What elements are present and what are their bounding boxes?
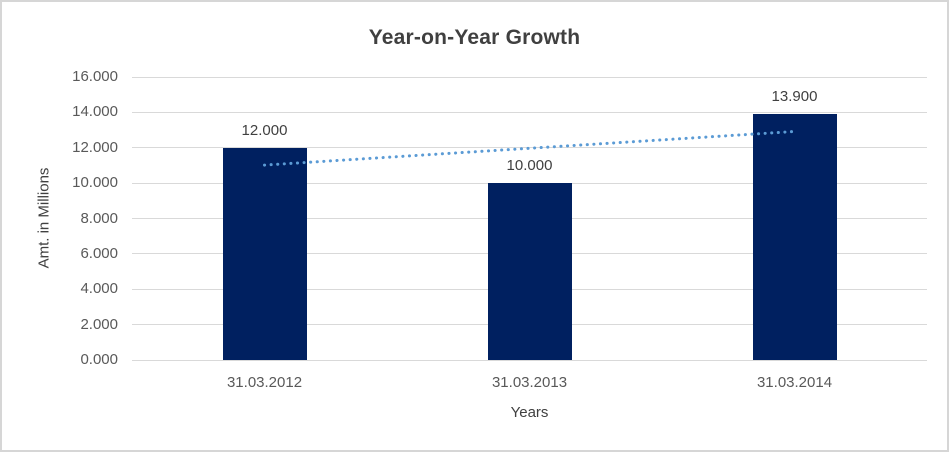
bar-31.03.2012	[222, 147, 307, 360]
gridline	[132, 359, 927, 361]
x-tick-label: 31.03.2014	[756, 374, 833, 391]
x-tick-label: 31.03.2013	[491, 374, 568, 391]
plot-area: 12.000 10.000 13.900	[132, 76, 927, 361]
bar-31.03.2013	[487, 183, 572, 360]
bar-31.03.2014	[752, 114, 837, 360]
y-tick-label: 8.000	[80, 209, 118, 227]
gridline	[132, 147, 927, 149]
y-tick-label: 6.000	[80, 244, 118, 262]
gridline	[132, 111, 927, 113]
y-tick-label: 16.000	[72, 68, 118, 85]
y-axis-tick-labels: 0.000 2.000 4.000 6.000 8.000 10.000 12.000 14.…	[2, 68, 118, 368]
y-tick-label: 10.000	[72, 174, 118, 192]
gridline	[132, 76, 927, 78]
bar-data-label: 13.900	[771, 88, 818, 106]
y-tick-label: 12.000	[72, 138, 118, 156]
trendline	[263, 129, 796, 167]
y-tick-label: 2.000	[80, 315, 118, 333]
y-tick-label: 14.000	[72, 103, 118, 121]
y-tick-label: 0.000	[80, 351, 118, 368]
x-axis-tick-labels: 31.03.2012 31.03.2013 31.03.2014	[132, 374, 927, 394]
x-axis-title: Years	[510, 404, 549, 421]
y-tick-label: 4.000	[80, 280, 118, 298]
x-tick-label: 31.03.2012	[226, 374, 303, 391]
trendline-path	[263, 129, 796, 167]
bar-data-label: 12.000	[241, 121, 288, 139]
chart-title: Year-on-Year Growth	[368, 26, 581, 49]
bar-data-label: 10.000	[506, 157, 553, 175]
